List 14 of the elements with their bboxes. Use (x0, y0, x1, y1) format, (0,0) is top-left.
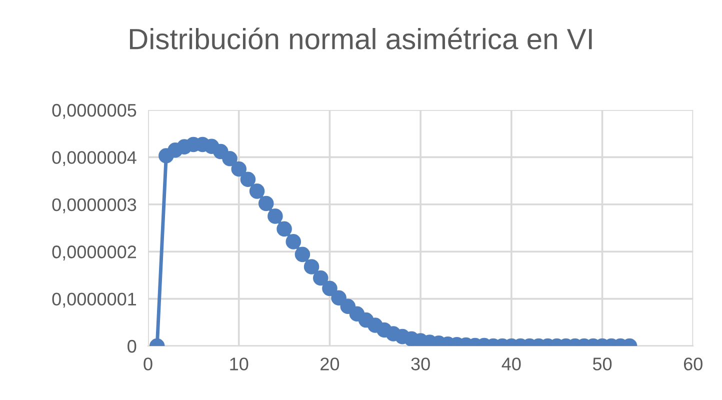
y-tick-label: 0,0000004 (52, 151, 136, 166)
y-tick-label: 0,0000003 (52, 198, 136, 214)
x-tick-label: 60 (684, 358, 702, 370)
y-tick-label: 0,0000001 (52, 292, 136, 308)
y-tick-label: 0 (128, 340, 136, 353)
y-tick-label: 0,0000005 (52, 104, 136, 119)
chart-title: Distribución normal asimétrica en VI (130, 28, 592, 50)
y-tick-label: 0,0000002 (52, 246, 136, 260)
x-tick-label: 30 (411, 358, 430, 370)
x-tick-label: 20 (320, 358, 340, 370)
x-tick-label: 0 (144, 358, 152, 370)
x-tick-label: 40 (502, 358, 521, 370)
x-tick-label: 10 (230, 358, 248, 370)
x-tick-label: 50 (592, 358, 612, 370)
